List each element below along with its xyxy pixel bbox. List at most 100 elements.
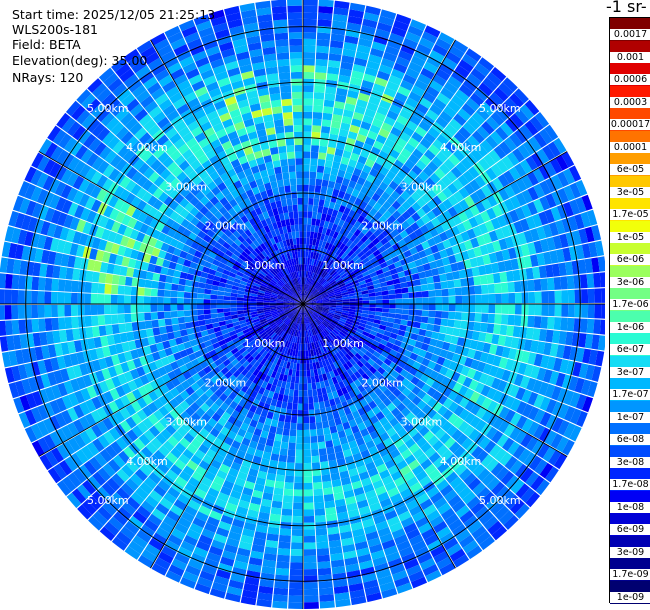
beta-bin [480,139,494,154]
beta-bin [442,409,454,421]
beta-bin [385,412,395,422]
beta-bin [273,587,289,596]
beta-bin [382,210,392,220]
beta-bin [319,261,324,269]
beta-bin [437,202,448,214]
beta-bin [315,307,323,311]
beta-bin [303,231,307,238]
beta-bin [321,119,332,128]
beta-bin [310,158,318,166]
beta-bin [307,294,313,300]
beta-bin [416,399,427,411]
beta-bin [542,145,556,161]
beta-bin [303,52,316,59]
beta-bin [461,295,469,304]
beta-bin [403,175,414,186]
beta-bin [544,208,555,224]
beta-bin [462,376,473,388]
beta-bin [236,297,244,301]
beta-bin [414,285,422,292]
beta-bin [431,267,440,276]
beta-bin [124,285,132,295]
beta-bin [381,290,389,296]
beta-bin [374,287,382,293]
beta-bin [555,372,566,388]
beta-bin [356,360,364,368]
beta-bin [324,284,331,290]
beta-bin [510,479,525,494]
beta-bin [297,416,303,424]
beta-bin [230,307,238,312]
beta-bin [435,68,451,82]
beta-bin [305,284,308,292]
beta-bin [0,305,6,320]
beta-bin [303,482,313,490]
beta-bin [365,221,374,230]
beta-bin [325,507,337,515]
beta-bin [421,357,431,367]
beta-bin [385,154,397,165]
beta-bin [37,304,45,318]
beta-bin [104,314,112,325]
beta-bin [494,505,510,521]
beta-bin [320,291,328,296]
beta-bin [315,299,323,302]
beta-bin [418,271,427,279]
beta-bin [429,172,441,184]
beta-bin [444,123,458,136]
beta-bin [170,290,178,298]
beta-bin [593,272,601,288]
beta-bin [485,135,499,149]
beta-bin [320,186,328,194]
beta-bin [305,356,310,364]
beta-bin [360,286,368,292]
beta-bin [499,271,508,283]
beta-bin [405,67,420,80]
beta-bin [314,266,320,274]
beta-bin [340,316,348,321]
beta-bin [216,299,224,304]
beta-bin [210,308,218,314]
beta-bin [561,290,569,304]
beta-bin [557,171,570,188]
beta-bin [319,289,326,294]
beta-bin [360,149,370,159]
beta-bin [243,297,251,302]
beta-bin [375,295,383,300]
beta-bin [388,313,396,319]
beta-bin [329,269,336,276]
beta-bin [341,312,349,316]
beta-bin [370,146,381,157]
beta-bin [292,502,303,510]
beta-bin [411,406,422,417]
beta-bin [521,189,533,204]
beta-bin [312,273,317,280]
beta-bin [342,306,350,309]
beta-bin [492,390,503,403]
beta-bin [210,313,218,319]
beta-bin [249,304,257,307]
beta-bin [518,448,531,463]
beta-bin [395,293,403,299]
beta-bin [389,349,398,357]
beta-bin [311,288,317,295]
beta-bin [453,393,464,405]
beta-bin [383,358,392,367]
beta-bin [339,68,352,77]
beta-bin [515,483,530,499]
beta-bin [360,121,372,131]
beta-bin [388,308,396,314]
beta-bin [411,164,423,176]
beta-bin [216,295,224,300]
beta-bin [307,308,313,314]
beta-bin [305,291,309,298]
beta-bin [437,332,446,342]
beta-bin [104,294,111,304]
beta-bin [434,317,442,326]
beta-bin [349,301,357,304]
beta-bin [426,210,437,221]
beta-bin [51,304,59,318]
beta-bin [390,68,405,80]
beta-bin [377,273,385,280]
beta-bin [331,271,338,278]
